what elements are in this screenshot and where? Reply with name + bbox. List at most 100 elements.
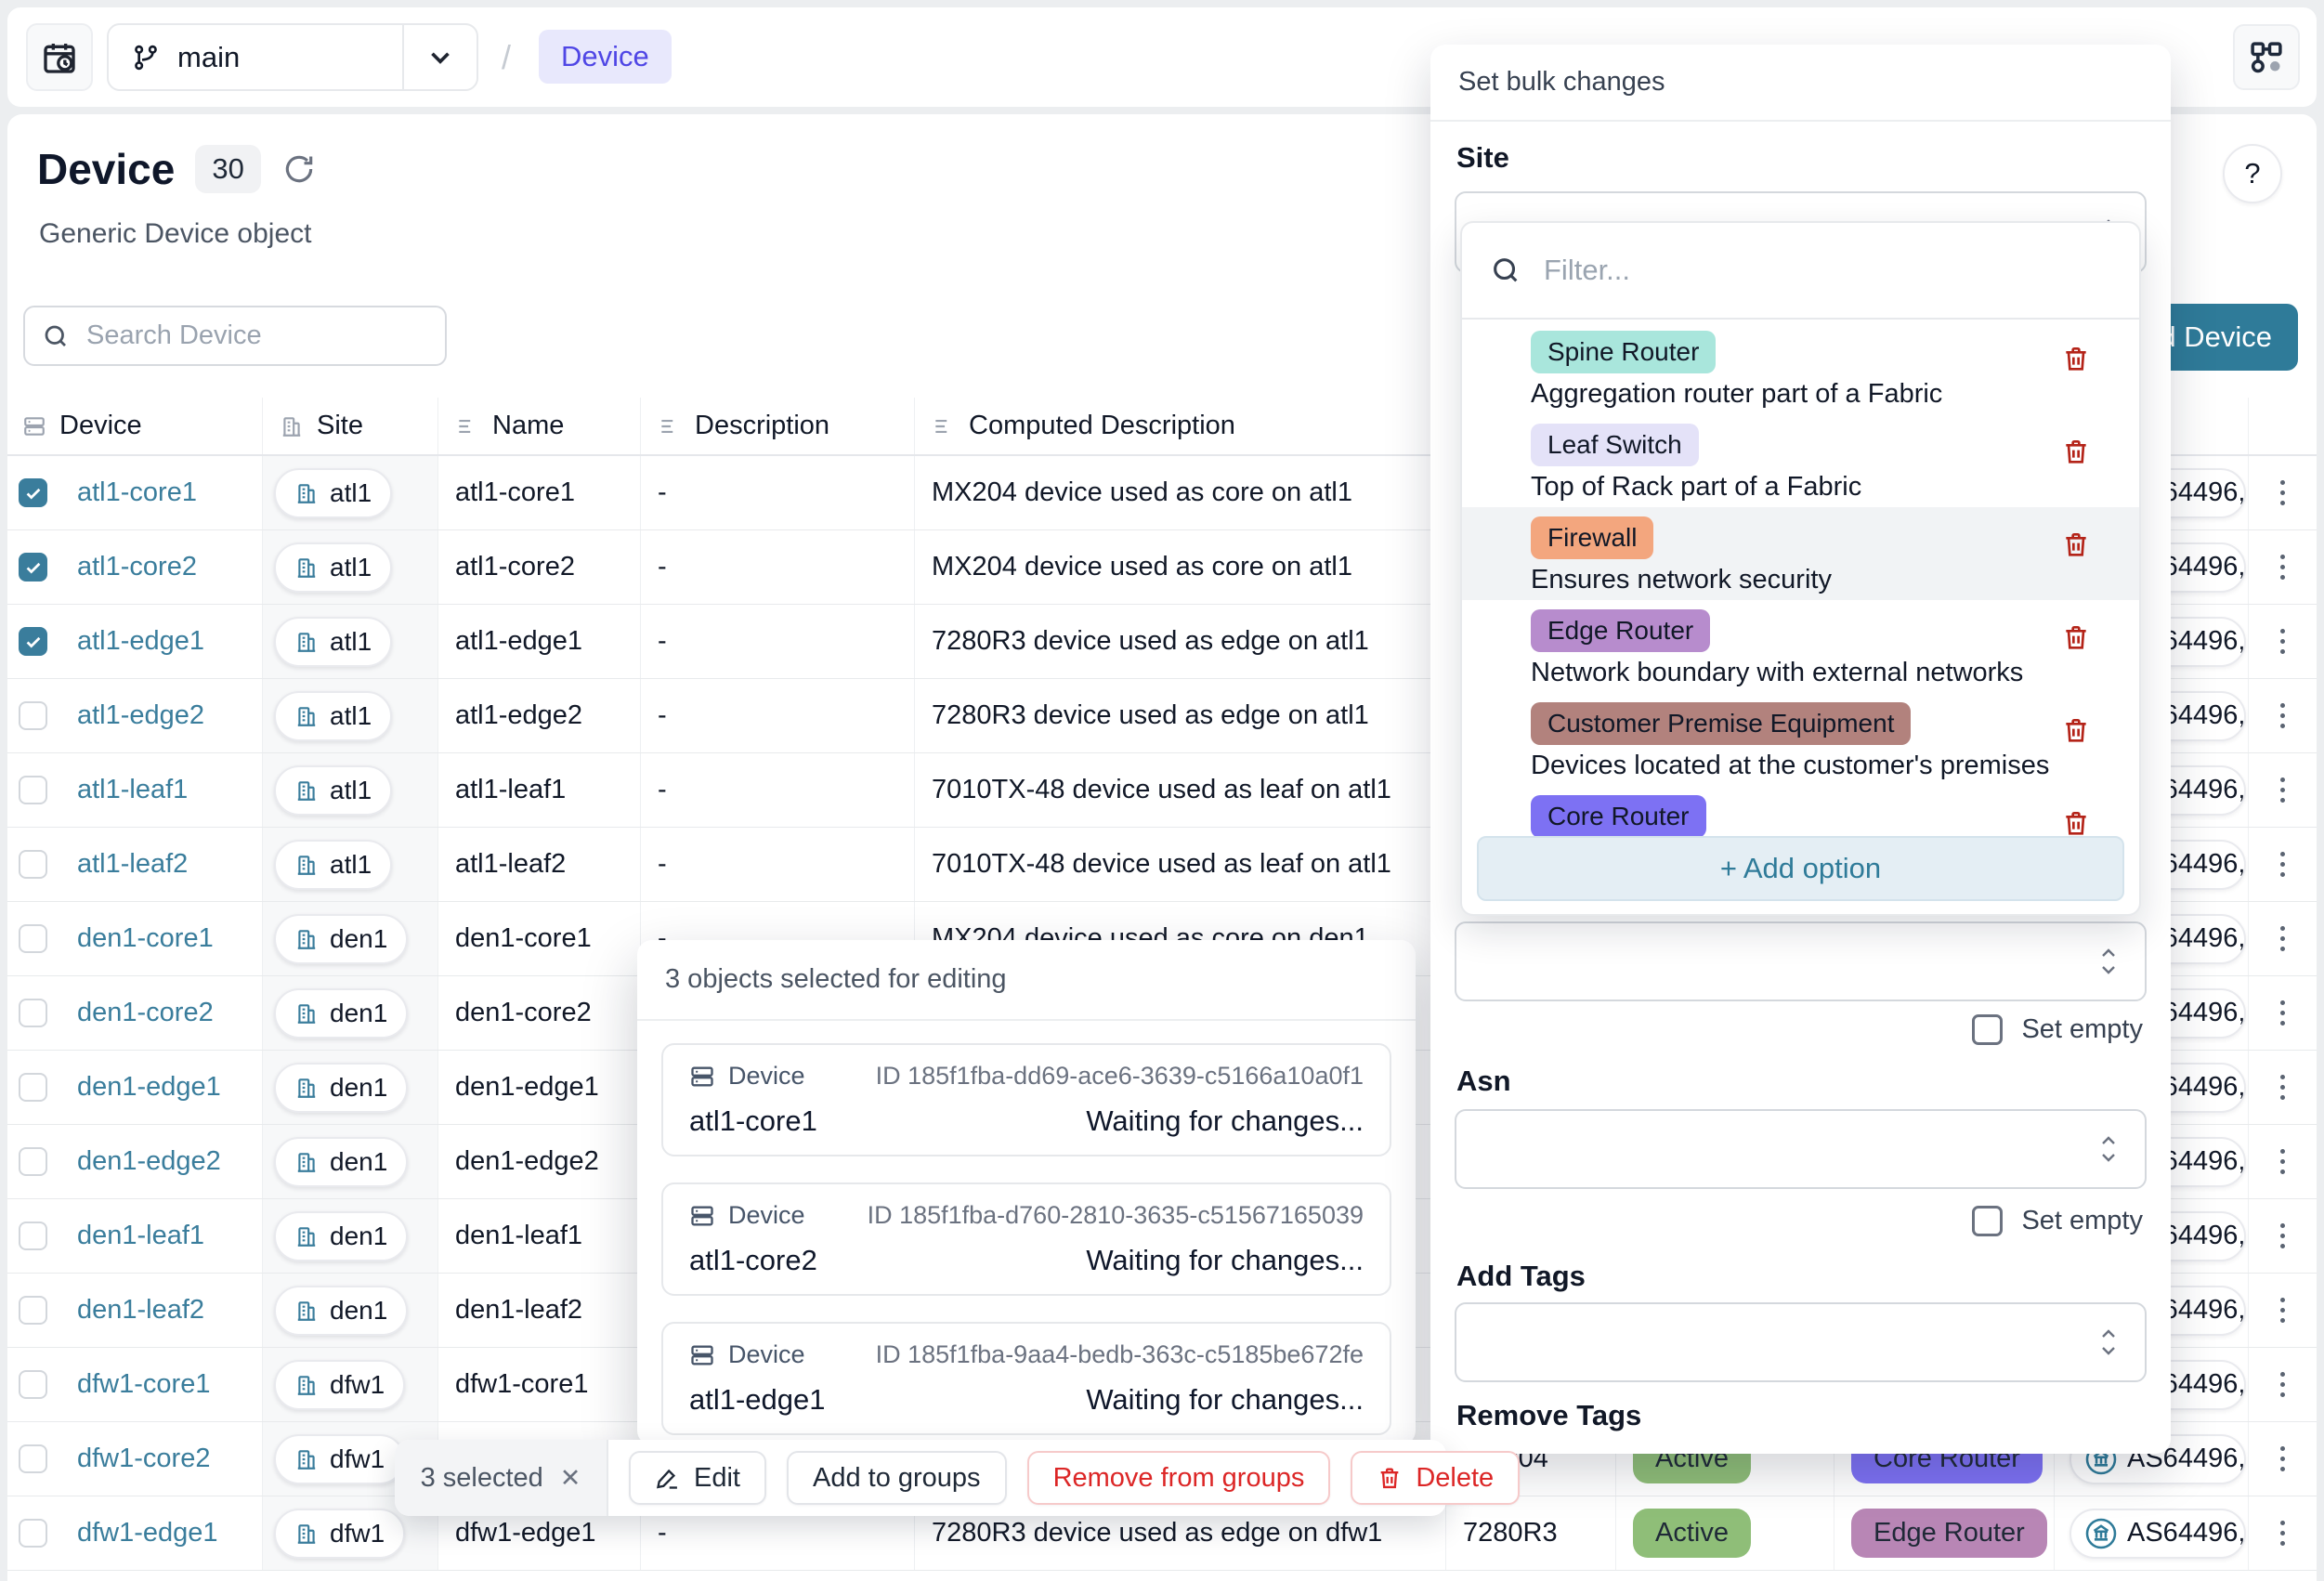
site-badge[interactable]: den1	[274, 1285, 409, 1336]
dropdown-option[interactable]: Spine Router Aggregation router part of …	[1462, 321, 2139, 414]
device-link[interactable]: atl1-core1	[77, 477, 197, 507]
row-checkbox[interactable]	[19, 999, 47, 1027]
set-empty-checkbox[interactable]	[1972, 1014, 2004, 1045]
site-badge[interactable]: den1	[274, 1062, 409, 1113]
device-link[interactable]: atl1-edge1	[77, 626, 205, 656]
refresh-icon[interactable]	[281, 151, 317, 187]
site-badge[interactable]: den1	[274, 913, 409, 964]
delete-option-button[interactable]	[2061, 437, 2091, 466]
help-button[interactable]: ?	[2223, 144, 2282, 203]
column-header-site[interactable]: Site	[263, 398, 438, 454]
row-menu-button[interactable]	[2273, 1365, 2292, 1405]
delete-button[interactable]: Delete	[1351, 1451, 1521, 1505]
dropdown-option[interactable]: Edge Router Network boundary with extern…	[1462, 600, 2139, 693]
dropdown-option[interactable]: Customer Premise Equipment Devices locat…	[1462, 693, 2139, 786]
site-badge[interactable]: atl1	[274, 542, 393, 593]
row-menu-button[interactable]	[2273, 844, 2292, 884]
row-menu-button[interactable]	[2273, 1513, 2292, 1553]
device-link[interactable]: atl1-edge2	[77, 700, 205, 730]
row-checkbox[interactable]	[19, 776, 47, 804]
edit-button[interactable]: Edit	[629, 1451, 766, 1505]
search-input[interactable]	[85, 320, 428, 352]
row-menu-button[interactable]	[2273, 1142, 2292, 1182]
site-badge[interactable]: den1	[274, 1210, 409, 1261]
row-menu-button[interactable]	[2273, 547, 2292, 587]
site-badge[interactable]: atl1	[274, 467, 393, 518]
site-badge[interactable]: atl1	[274, 690, 393, 741]
time-travel-button[interactable]	[26, 23, 93, 91]
device-link[interactable]: atl1-leaf1	[77, 775, 189, 804]
dropdown-option[interactable]: Firewall Ensures network security	[1462, 507, 2139, 600]
site-badge[interactable]: den1	[274, 1136, 409, 1187]
column-header-device[interactable]: Device	[7, 398, 263, 454]
dropdown-option[interactable]: Core Router	[1462, 786, 2139, 838]
row-menu-button[interactable]	[2273, 1216, 2292, 1256]
row-checkbox[interactable]	[19, 1073, 47, 1102]
row-checkbox[interactable]	[19, 627, 47, 656]
breadcrumb-device[interactable]: Device	[539, 30, 672, 84]
row-menu-button[interactable]	[2273, 770, 2292, 810]
row-menu-button[interactable]	[2273, 1439, 2292, 1479]
row-checkbox[interactable]	[19, 924, 47, 953]
device-link[interactable]: dfw1-core1	[77, 1369, 211, 1399]
row-checkbox[interactable]	[19, 1222, 47, 1250]
set-empty-checkbox[interactable]	[1972, 1206, 2004, 1236]
site-badge[interactable]: dfw1	[274, 1508, 406, 1559]
site-badge[interactable]: atl1	[274, 616, 393, 667]
site-badge[interactable]: atl1	[274, 839, 393, 890]
device-link[interactable]: den1-edge2	[77, 1146, 221, 1176]
device-link[interactable]: dfw1-edge1	[77, 1518, 218, 1548]
edit-label: Edit	[694, 1462, 740, 1493]
device-link[interactable]: atl1-core2	[77, 552, 197, 581]
site-badge[interactable]: dfw1	[274, 1433, 406, 1484]
asn-select[interactable]	[1455, 1109, 2147, 1189]
device-link[interactable]: den1-leaf2	[77, 1295, 205, 1325]
row-checkbox[interactable]	[19, 1444, 47, 1473]
row-checkbox[interactable]	[19, 1519, 47, 1548]
add-tags-select[interactable]	[1455, 1302, 2147, 1382]
schema-visualizer-button[interactable]	[2233, 24, 2300, 90]
device-link[interactable]: den1-edge1	[77, 1072, 221, 1102]
status-select[interactable]	[1455, 921, 2147, 1001]
asn-badge[interactable]: AS64496,	[2069, 1508, 2246, 1559]
row-checkbox[interactable]	[19, 1147, 47, 1176]
device-link[interactable]: atl1-leaf2	[77, 849, 189, 879]
row-menu-button[interactable]	[2273, 919, 2292, 959]
device-link[interactable]: den1-core2	[77, 998, 214, 1027]
filter-input[interactable]	[1542, 253, 2111, 288]
add-to-groups-button[interactable]: Add to groups	[786, 1451, 1007, 1505]
row-menu-button[interactable]	[2273, 1067, 2292, 1107]
row-checkbox[interactable]	[19, 1296, 47, 1325]
device-link[interactable]: den1-leaf1	[77, 1221, 205, 1250]
delete-option-button[interactable]	[2061, 715, 2091, 745]
row-checkbox[interactable]	[19, 1370, 47, 1399]
add-option-button[interactable]: + Add option	[1477, 836, 2124, 901]
row-checkbox[interactable]	[19, 701, 47, 730]
delete-option-button[interactable]	[2061, 808, 2091, 838]
site-badge[interactable]: den1	[274, 987, 409, 1039]
site-badge[interactable]: atl1	[274, 764, 393, 816]
dropdown-option[interactable]: Leaf Switch Top of Rack part of a Fabric	[1462, 414, 2139, 507]
remove-from-groups-button[interactable]: Remove from groups	[1026, 1451, 1331, 1505]
device-link[interactable]: den1-core1	[77, 923, 214, 953]
delete-option-button[interactable]	[2061, 622, 2091, 652]
site-badge[interactable]: dfw1	[274, 1359, 406, 1410]
row-menu-button[interactable]	[2273, 473, 2292, 513]
delete-option-button[interactable]	[2061, 529, 2091, 559]
device-link[interactable]: dfw1-core2	[77, 1444, 211, 1473]
row-menu-button[interactable]	[2273, 1290, 2292, 1330]
building-icon	[294, 555, 319, 580]
row-checkbox[interactable]	[19, 850, 47, 879]
delete-option-button[interactable]	[2061, 344, 2091, 373]
column-header-description[interactable]: Description	[641, 398, 915, 454]
column-header-computed-description[interactable]: Computed Description	[915, 398, 1446, 454]
row-menu-button[interactable]	[2273, 993, 2292, 1033]
branch-selector[interactable]: main	[107, 23, 478, 91]
row-menu-button[interactable]	[2273, 696, 2292, 736]
column-header-name[interactable]: Name	[438, 398, 641, 454]
clear-selection-icon[interactable]: ✕	[559, 1463, 581, 1492]
row-menu-button[interactable]	[2273, 621, 2292, 661]
row-checkbox[interactable]	[19, 478, 47, 507]
row-checkbox[interactable]	[19, 553, 47, 581]
asn-badge[interactable]: AS64496,	[2069, 1433, 2246, 1484]
